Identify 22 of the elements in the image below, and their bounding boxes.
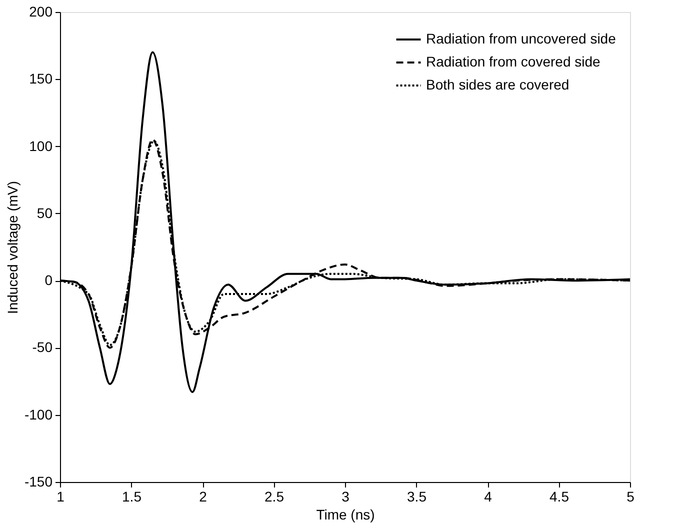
x-tick-label: 4.5 (550, 488, 570, 504)
y-tick-label: 0 (44, 272, 53, 288)
y-tick-label: -50 (32, 339, 53, 356)
legend-label: Radiation from covered side (426, 54, 601, 70)
y-tick-label: 200 (29, 4, 53, 20)
x-tick-label: 1 (56, 488, 65, 504)
y-tick-label: -150 (24, 474, 53, 490)
y-tick-label: 50 (36, 204, 53, 221)
y-tick-label: 100 (29, 138, 53, 154)
y-tick-label: -100 (24, 406, 53, 422)
x-tick-label: 2.5 (264, 488, 284, 504)
legend-label: Both sides are covered (426, 76, 570, 92)
x-axis-title: Time (ns) (316, 506, 375, 522)
y-tick-label: 150 (29, 70, 53, 87)
x-tick-label: 3.5 (407, 488, 427, 504)
legend-label: Radiation from uncovered side (426, 30, 616, 46)
y-axis-title: Induced voltage (mV) (4, 180, 20, 314)
x-tick-label: 2 (199, 488, 208, 504)
x-tick-label: 3 (342, 488, 350, 504)
x-tick-label: 5 (626, 488, 635, 504)
x-tick-label: 1.5 (122, 488, 142, 504)
x-tick-label: 4 (484, 488, 492, 504)
